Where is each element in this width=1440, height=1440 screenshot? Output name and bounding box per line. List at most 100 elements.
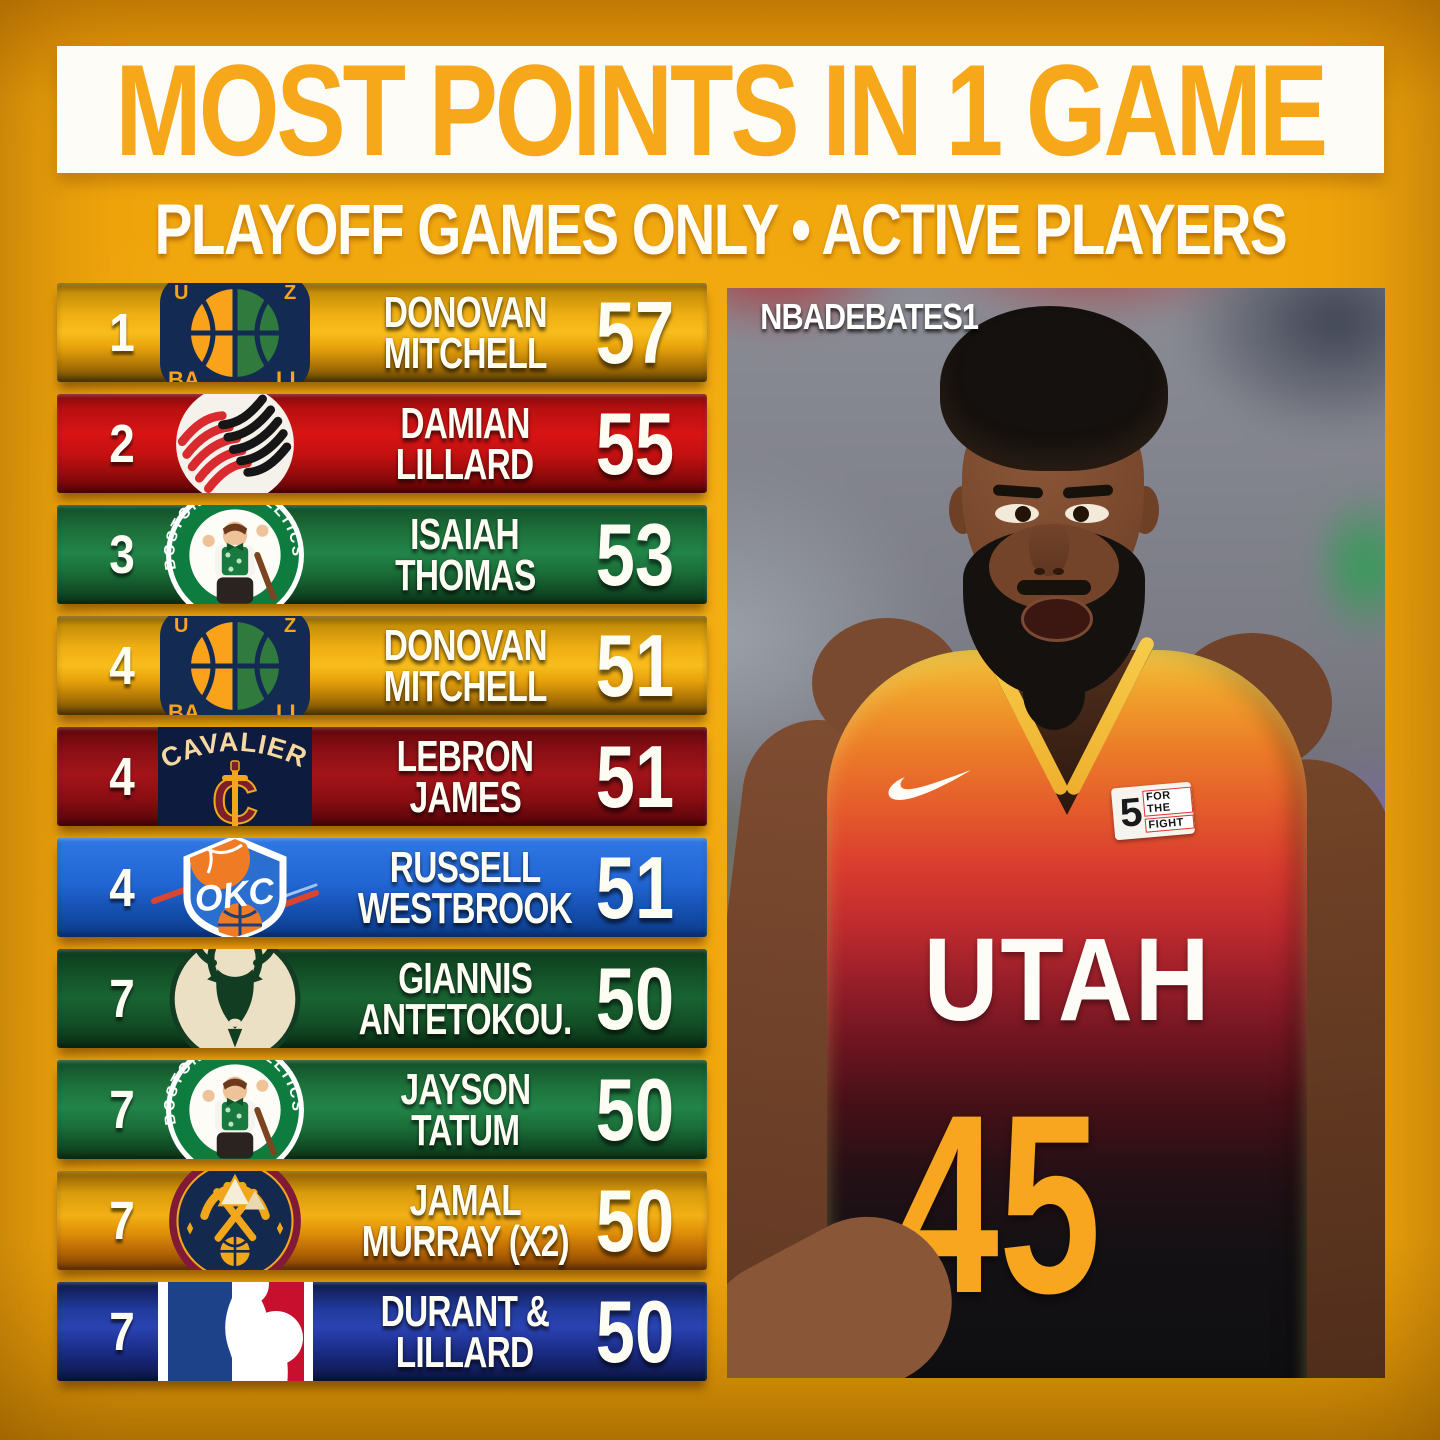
svg-text:U: U [174, 616, 188, 637]
player-name-line2: MURRAY (X2) [361, 1216, 569, 1266]
svg-text:OKC: OKC [192, 869, 277, 920]
rank-value: 2 [109, 413, 135, 474]
page-subtitle-wrap: PLAYOFF GAMES ONLY • ACTIVE PLAYERS [0, 190, 1440, 271]
svg-text:BA: BA [168, 700, 200, 716]
player-name: JAYSON TATUM [315, 1060, 615, 1159]
points-value: 55 [595, 394, 675, 493]
rank-value: 1 [109, 302, 135, 363]
player-eye [1065, 504, 1109, 523]
points-value: 51 [595, 616, 675, 715]
player-name-line1: ISAIAH [410, 509, 521, 559]
points-value: 51 [595, 838, 675, 937]
patch-number: 5 [1118, 789, 1145, 836]
player-name: LEBRON JAMES [315, 727, 615, 826]
player-name: ISAIAH THOMAS [315, 505, 615, 604]
points-cell: 50 [570, 1060, 700, 1159]
nike-swoosh-icon [888, 770, 971, 800]
thunder-logo-icon: OKC [151, 838, 319, 937]
table-row: 3 BOSTON CELTICS [57, 505, 707, 604]
rank-value: 3 [109, 524, 135, 585]
points-cell: 57 [570, 283, 700, 382]
table-row: 2 [57, 394, 707, 493]
rank-value: 7 [109, 1301, 135, 1362]
rank-value: 7 [109, 1079, 135, 1140]
cavaliers-logo-icon: CAVALIERS C [150, 727, 312, 826]
player-name-line2: LILLARD [396, 1327, 534, 1377]
points-cell: 55 [570, 394, 700, 493]
svg-text:Z: Z [284, 616, 296, 637]
rank-value: 7 [109, 968, 135, 1029]
table-row: 4 U Z BA LL DONOVAN MITCHELL 51 [57, 616, 707, 715]
rank-cell: 1 [82, 283, 162, 382]
rank-cell: 7 [82, 1171, 162, 1270]
team-logo-cavaliers: CAVALIERS C [150, 727, 320, 826]
table-row: 7 BOSTON CELTICS [57, 1060, 707, 1159]
pupil [1015, 506, 1031, 522]
points-cell: 51 [570, 838, 700, 937]
nba-logo-icon [157, 1282, 313, 1381]
player-mustache [1017, 580, 1091, 595]
team-logo-celtics: BOSTON CELTICS [150, 1060, 320, 1159]
points-cell: 50 [570, 1171, 700, 1270]
rank-cell: 7 [82, 1060, 162, 1159]
team-logo-bucks [150, 949, 320, 1048]
table-row: 4 CAVALIERS C LEBRON JAMES 51 [57, 727, 707, 826]
points-value: 50 [595, 1282, 675, 1381]
points-cell: 51 [570, 727, 700, 826]
patch-text: FOR THE FIGHT [1142, 786, 1195, 833]
player-name: RUSSELL WESTBROOK [315, 838, 615, 937]
player-photo: 5 FOR THE FIGHT UTAH 45 [727, 288, 1385, 1378]
bucks-logo-icon [169, 949, 301, 1048]
player-name: DONOVAN MITCHELL [315, 283, 615, 382]
table-row: 4 OKC RUSSELL WESTBROOK [57, 838, 707, 937]
rank-cell: 4 [82, 727, 162, 826]
svg-text:R: R [261, 1171, 272, 1173]
svg-text:Z: Z [284, 283, 296, 304]
points-value: 50 [595, 1171, 675, 1270]
rank-cell: 7 [82, 1282, 162, 1381]
player-name-line2: JAMES [409, 772, 521, 822]
player-name: DURANT & LILLARD [315, 1282, 615, 1381]
player-name-line1: LEBRON [396, 731, 534, 781]
points-value: 57 [595, 283, 675, 382]
points-value: 51 [595, 727, 675, 826]
points-value: 50 [595, 1060, 675, 1159]
svg-text:BA: BA [168, 367, 200, 383]
utah-jazz-logo-icon: U Z BA LL [160, 616, 310, 716]
patch-line1: FOR THE [1142, 786, 1194, 817]
watermark: NBADEBATES1 [760, 296, 979, 337]
rank-cell: 2 [82, 394, 162, 493]
page-title: MOST POINTS IN 1 GAME [115, 36, 1329, 183]
jersey: 5 FOR THE FIGHT UTAH 45 [827, 634, 1307, 1378]
table-row: 7 DURANT & LILLARD 50 [57, 1282, 707, 1381]
player-name-line2: WESTBROOK [357, 883, 573, 933]
points-value: 53 [595, 505, 675, 604]
player-name-line2: MITCHELL [383, 328, 548, 378]
player-name-line1: JAYSON [400, 1064, 531, 1114]
player-mouth [1021, 596, 1093, 642]
points-cell: 51 [570, 616, 700, 715]
celtics-logo-icon: BOSTON CELTICS [164, 1060, 304, 1159]
team-logo-utah-jazz: U Z BA LL [150, 616, 320, 715]
player-name-line2: TATUM [410, 1105, 520, 1155]
rank-cell: 3 [82, 505, 162, 604]
rank-value: 4 [109, 635, 135, 696]
page-subtitle: PLAYOFF GAMES ONLY • ACTIVE PLAYERS [154, 191, 1287, 270]
rank-cell: 4 [82, 838, 162, 937]
player-nose [1029, 520, 1069, 576]
team-logo-nba [150, 1282, 320, 1381]
player-name-line2: LILLARD [396, 439, 534, 489]
player-eye [995, 504, 1039, 523]
player-name-line2: MITCHELL [383, 661, 548, 711]
points-value: 50 [595, 949, 675, 1048]
rank-value: 4 [109, 857, 135, 918]
player-name-line1: JAMAL [409, 1175, 521, 1225]
player-name: JAMAL MURRAY (X2) [315, 1171, 615, 1270]
svg-text:D: D [203, 1171, 214, 1173]
nostril [1053, 568, 1064, 575]
player-name-line1: GIANNIS [397, 953, 533, 1003]
celtics-logo-icon: BOSTON CELTICS [164, 505, 304, 604]
utah-jazz-logo-icon: U Z BA LL [160, 283, 310, 383]
player-name-line1: DAMIAN [400, 398, 530, 448]
